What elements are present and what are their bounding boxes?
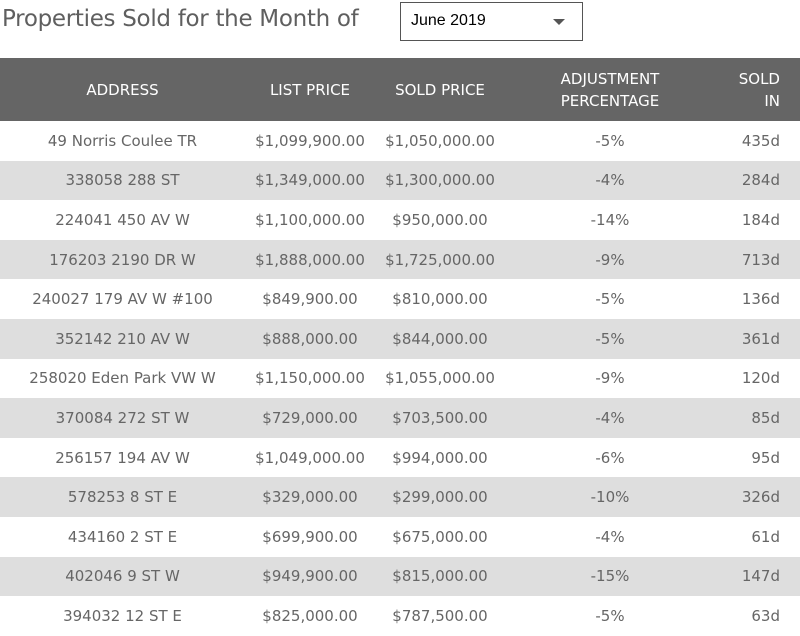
cell-adjustment-percentage: -4% <box>595 527 625 546</box>
cell-address: 352142 210 AV W <box>55 329 190 348</box>
cell-list-price: $888,000.00 <box>262 329 358 348</box>
page-title: Properties Sold for the Month of <box>2 6 359 32</box>
cell-sold-price: $1,050,000.00 <box>385 131 495 150</box>
cell-adjustment-percentage: -5% <box>595 290 625 309</box>
cell-list-price: $1,888,000.00 <box>255 250 365 269</box>
cell-sold-price: $844,000.00 <box>392 329 488 348</box>
cell-sold-in: 184d <box>741 210 780 229</box>
column-header-adjustment-percentage: ADJUSTMENT PERCENTAGE <box>505 58 715 121</box>
cell-list-price: $1,100,000.00 <box>255 210 365 229</box>
cell-list-price: $1,150,000.00 <box>255 369 365 388</box>
cell-sold-in: 435d <box>741 131 780 150</box>
table-row: 434160 2 ST E $699,900.00 $675,000.00 -4% 61… <box>0 517 800 557</box>
cell-list-price: $1,049,000.00 <box>255 448 365 467</box>
table-row: 394032 12 ST E $825,000.00 $787,500.00 -5% 6… <box>0 596 800 636</box>
cell-adjustment-percentage: -9% <box>595 369 625 388</box>
caret-down-icon <box>553 19 565 25</box>
cell-sold-in: 61d <box>751 527 780 546</box>
table-row: 370084 272 ST W $729,000.00 $703,500.00 -4%… <box>0 398 800 438</box>
cell-sold-price: $994,000.00 <box>392 448 488 467</box>
column-header-sold-in: SOLD IN <box>715 58 800 121</box>
column-header-list-price: LIST PRICE <box>245 58 375 121</box>
cell-address: 176203 2190 DR W <box>49 250 196 269</box>
cell-list-price: $825,000.00 <box>262 606 358 625</box>
table-row: 49 Norris Coulee TR $1,099,900.00 $1,050,0… <box>0 121 800 161</box>
column-header-line: SOLD <box>738 69 780 88</box>
cell-sold-in: 63d <box>751 606 780 625</box>
cell-address: 402046 9 ST W <box>65 567 180 586</box>
cell-adjustment-percentage: -14% <box>590 210 630 229</box>
cell-sold-price: $950,000.00 <box>392 210 488 229</box>
cell-sold-in: 95d <box>751 448 780 467</box>
table-row: 240027 179 AV W #100 $849,900.00 $810,000.… <box>0 279 800 319</box>
cell-adjustment-percentage: -10% <box>590 488 630 507</box>
cell-sold-in: 713d <box>741 250 780 269</box>
cell-adjustment-percentage: -4% <box>595 171 625 190</box>
cell-address: 338058 288 ST <box>65 171 180 190</box>
table-row: 224041 450 AV W $1,100,000.00 $950,000.00 -… <box>0 200 800 240</box>
column-header-line: PERCENTAGE <box>560 91 660 110</box>
table-row: 338058 288 ST $1,349,000.00 $1,300,000.00 -… <box>0 160 800 201</box>
column-header-sold-price: SOLD PRICE <box>375 58 505 121</box>
column-header-address: ADDRESS <box>0 58 245 121</box>
cell-sold-in: 120d <box>741 369 780 388</box>
column-header-line: LIST PRICE <box>269 80 351 99</box>
cell-address: 370084 272 ST W <box>55 408 190 427</box>
column-header-line: ADDRESS <box>86 80 159 99</box>
cell-sold-in: 147d <box>741 567 780 586</box>
cell-list-price: $699,900.00 <box>262 527 358 546</box>
cell-address: 224041 450 AV W <box>55 210 190 229</box>
cell-sold-in: 361d <box>741 329 780 348</box>
cell-adjustment-percentage: -4% <box>595 408 625 427</box>
properties-sold-table: ADDRESS LIST PRICE SOLD PRICE ADJUSTMENT PER… <box>0 58 800 636</box>
month-select-value: June 2019 <box>411 12 486 29</box>
cell-adjustment-percentage: -9% <box>595 250 625 269</box>
cell-list-price: $1,349,000.00 <box>255 171 365 190</box>
cell-sold-price: $1,055,000.00 <box>385 369 495 388</box>
table-row: 352142 210 AV W $888,000.00 $844,000.00 -5%… <box>0 318 800 359</box>
table-row: 258020 Eden Park VW W $1,150,000.00 $1,055… <box>0 359 800 399</box>
cell-sold-in: 326d <box>741 488 780 507</box>
cell-sold-price: $675,000.00 <box>392 527 488 546</box>
table-header-row: ADDRESS LIST PRICE SOLD PRICE ADJUSTMENT PER… <box>0 58 800 121</box>
cell-sold-price: $299,000.00 <box>392 488 488 507</box>
cell-adjustment-percentage: -5% <box>595 606 625 625</box>
cell-sold-price: $1,300,000.00 <box>385 171 495 190</box>
table-row: 578253 8 ST E $329,000.00 $299,000.00 -10% 3… <box>0 477 800 517</box>
table-body: 49 Norris Coulee TR $1,099,900.00 $1,050,0… <box>0 121 800 636</box>
cell-list-price: $949,900.00 <box>262 567 358 586</box>
page-header: Properties Sold for the Month of June 20… <box>0 0 800 58</box>
column-header-line: IN <box>764 91 780 110</box>
cell-sold-price: $787,500.00 <box>392 606 488 625</box>
cell-adjustment-percentage: -5% <box>595 131 625 150</box>
cell-address: 240027 179 AV W #100 <box>32 290 213 309</box>
cell-adjustment-percentage: -5% <box>595 329 625 348</box>
cell-address: 394032 12 ST E <box>63 606 182 625</box>
cell-address: 258020 Eden Park VW W <box>29 369 216 388</box>
cell-address: 434160 2 ST E <box>67 527 178 546</box>
column-header-line: ADJUSTMENT <box>560 69 660 88</box>
cell-sold-in: 85d <box>751 408 780 427</box>
table-row: 402046 9 ST W $949,900.00 $815,000.00 -15% 1… <box>0 556 800 597</box>
cell-sold-price: $810,000.00 <box>392 290 488 309</box>
cell-adjustment-percentage: -15% <box>590 567 630 586</box>
cell-sold-price: $703,500.00 <box>392 408 488 427</box>
cell-list-price: $729,000.00 <box>262 408 358 427</box>
table-row: 176203 2190 DR W $1,888,000.00 $1,725,000.… <box>0 239 800 280</box>
column-header-line: SOLD PRICE <box>395 80 485 99</box>
month-select[interactable]: June 2019 <box>400 2 583 41</box>
table-row: 256157 194 AV W $1,049,000.00 $994,000.00 -… <box>0 438 800 478</box>
cell-adjustment-percentage: -6% <box>595 448 625 467</box>
cell-address: 256157 194 AV W <box>55 448 190 467</box>
cell-list-price: $1,099,900.00 <box>255 131 365 150</box>
cell-address: 49 Norris Coulee TR <box>47 131 198 150</box>
cell-sold-price: $815,000.00 <box>392 567 488 586</box>
cell-sold-in: 284d <box>741 171 780 190</box>
cell-sold-in: 136d <box>741 290 780 309</box>
cell-sold-price: $1,725,000.00 <box>385 250 495 269</box>
cell-address: 578253 8 ST E <box>67 488 178 507</box>
cell-list-price: $329,000.00 <box>262 488 358 507</box>
cell-list-price: $849,900.00 <box>262 290 358 309</box>
